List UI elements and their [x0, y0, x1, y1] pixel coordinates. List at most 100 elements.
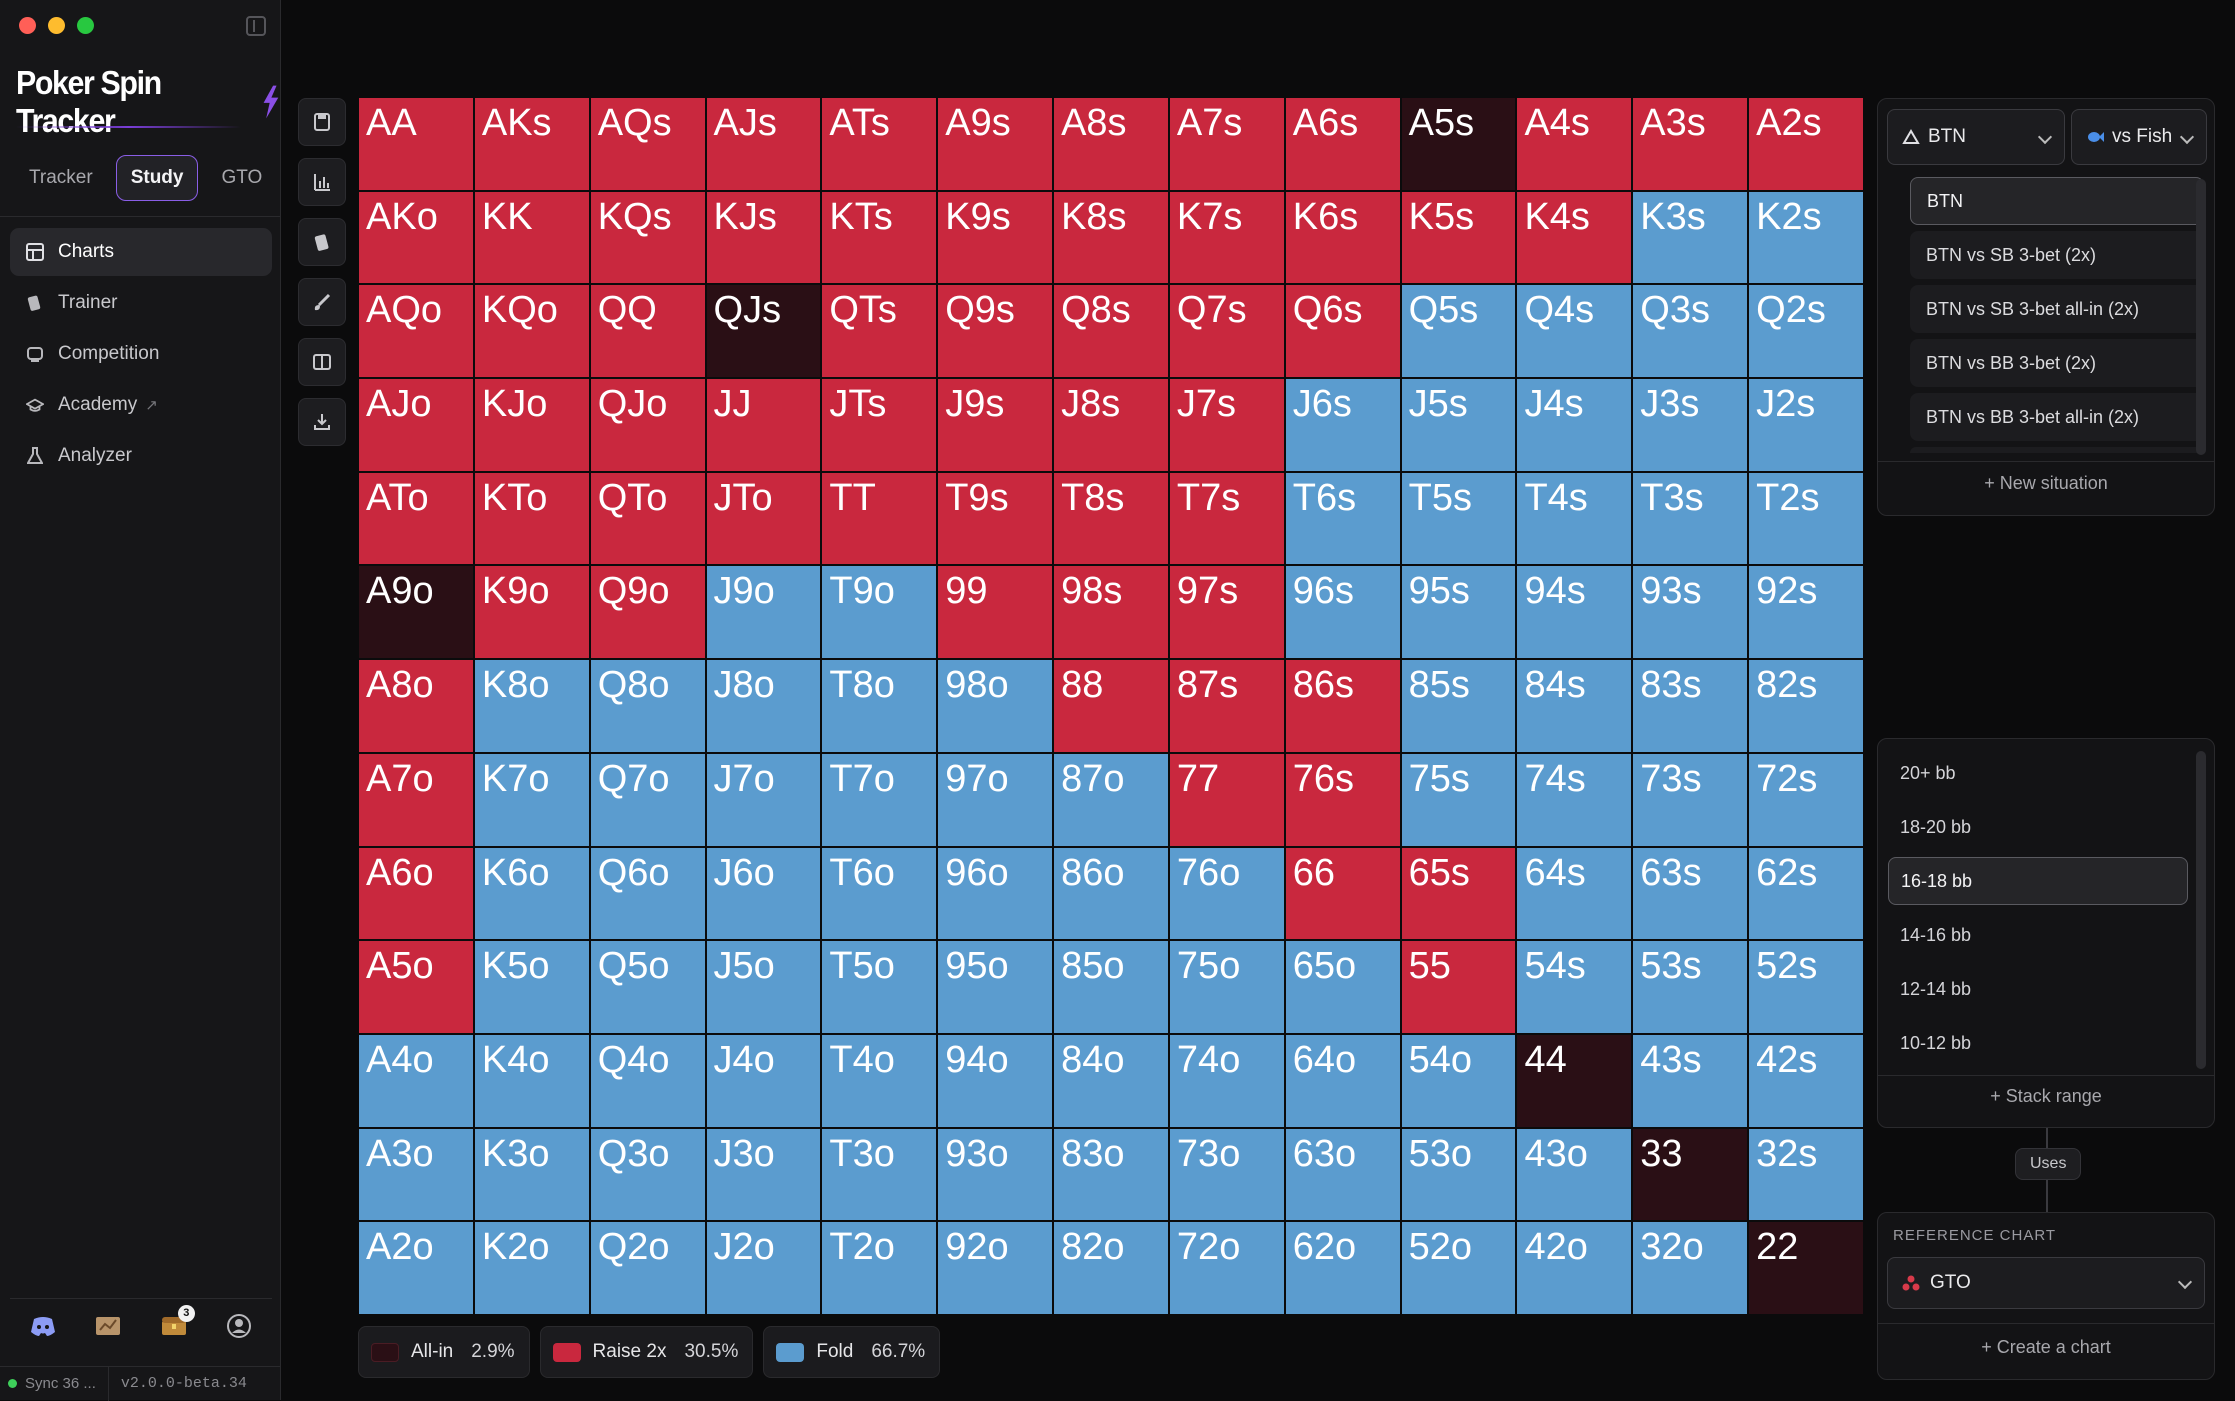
hand-cell[interactable]: T4s	[1517, 472, 1632, 565]
hand-cell[interactable]: Q4s	[1517, 285, 1632, 378]
hand-cell[interactable]: 73s	[1633, 753, 1748, 846]
close-window-button[interactable]	[19, 17, 36, 34]
hand-cell[interactable]: A6s	[1285, 98, 1400, 190]
hand-cell[interactable]: 42o	[1517, 1222, 1632, 1314]
hand-cell[interactable]: Q7o	[590, 753, 705, 846]
hand-cell[interactable]: J6s	[1285, 379, 1400, 471]
hand-cell[interactable]: 95o	[938, 941, 1053, 1033]
hand-cell[interactable]: A4o	[359, 1034, 473, 1127]
hand-cell[interactable]: 85s	[1401, 660, 1516, 752]
hand-cell[interactable]: 63o	[1285, 1128, 1400, 1221]
hand-cell[interactable]: AJo	[359, 379, 473, 471]
new-situation-button[interactable]: + New situation	[1984, 473, 2108, 493]
hand-cell[interactable]: K7o	[474, 753, 589, 846]
hand-cell[interactable]: 44	[1517, 1034, 1632, 1127]
hand-cell[interactable]: 93s	[1633, 566, 1748, 659]
hand-cell[interactable]: 94s	[1517, 566, 1632, 659]
hand-cell[interactable]: K2o	[474, 1222, 589, 1314]
sidebar-item-trainer[interactable]: Trainer	[10, 279, 272, 327]
hand-cell[interactable]: 93o	[938, 1128, 1053, 1221]
stats-button[interactable]	[298, 158, 346, 206]
hand-cell[interactable]: 75o	[1169, 941, 1284, 1033]
tab-gto[interactable]: GTO	[221, 167, 263, 188]
hand-cell[interactable]: J6o	[706, 847, 821, 940]
hand-cell[interactable]: 72s	[1749, 753, 1863, 846]
hand-cell[interactable]: A3s	[1633, 98, 1748, 190]
situation-item[interactable]: BTN vs BB 3-bet (2x)	[1910, 339, 2204, 387]
hand-cell[interactable]: A5o	[359, 941, 473, 1033]
hand-cell[interactable]: 74o	[1169, 1034, 1284, 1127]
hand-cell[interactable]: 64s	[1517, 847, 1632, 940]
hand-cell[interactable]: 83o	[1054, 1128, 1168, 1221]
minimize-window-button[interactable]	[48, 17, 65, 34]
tab-tracker[interactable]: Tracker	[29, 167, 93, 188]
hand-cell[interactable]: JTo	[706, 472, 821, 565]
hand-cell[interactable]: J4s	[1517, 379, 1632, 471]
hand-cell[interactable]: K3s	[1633, 191, 1748, 284]
export-button[interactable]	[298, 398, 346, 446]
hand-cell[interactable]: 87s	[1169, 660, 1284, 752]
hand-cell[interactable]: 97s	[1169, 566, 1284, 659]
hand-cell[interactable]: J7o	[706, 753, 821, 846]
hand-cell[interactable]: 62s	[1749, 847, 1863, 940]
hand-cell[interactable]: 98s	[1054, 566, 1168, 659]
hand-cell[interactable]: T3o	[822, 1128, 937, 1221]
hand-cell[interactable]: J2s	[1749, 379, 1863, 471]
hand-cell[interactable]: 99	[938, 566, 1053, 659]
stack-item[interactable]: 20+ bb	[1900, 762, 1956, 783]
hand-cell[interactable]: AKo	[359, 191, 473, 284]
hand-cell[interactable]: 72o	[1169, 1222, 1284, 1314]
discord-icon[interactable]	[28, 1311, 58, 1341]
hand-cell[interactable]: KTs	[822, 191, 937, 284]
hand-cell[interactable]: A8s	[1054, 98, 1168, 190]
hand-cell[interactable]: 86s	[1285, 660, 1400, 752]
hand-cell[interactable]: 54o	[1401, 1034, 1516, 1127]
hand-cell[interactable]: 92o	[938, 1222, 1053, 1314]
legend-raise[interactable]: Raise 2x 30.5%	[539, 1326, 754, 1378]
save-button[interactable]	[298, 98, 346, 146]
hand-cell[interactable]: K5o	[474, 941, 589, 1033]
hand-cell[interactable]: 87o	[1054, 753, 1168, 846]
stack-item[interactable]: 10-12 bb	[1900, 1032, 1972, 1053]
hand-cell[interactable]: T8s	[1054, 472, 1168, 565]
stack-range-button[interactable]: + Stack range	[1990, 1086, 2102, 1106]
hand-cell[interactable]: 95s	[1401, 566, 1516, 659]
stack-item[interactable]: 18-20 bb	[1900, 816, 1972, 837]
sidebar-item-analyzer[interactable]: Analyzer	[10, 432, 272, 480]
hand-cell[interactable]: AKs	[474, 98, 589, 190]
reference-chart-select[interactable]: GTO	[1887, 1257, 2205, 1309]
hand-cell[interactable]: J9o	[706, 566, 821, 659]
hand-cell[interactable]: T3s	[1633, 472, 1748, 565]
hand-cell[interactable]: QJo	[590, 379, 705, 471]
hand-cell[interactable]: J5o	[706, 941, 821, 1033]
hand-cell[interactable]: KK	[474, 191, 589, 284]
hand-cell[interactable]: K4o	[474, 1034, 589, 1127]
hand-cell[interactable]: 65s	[1401, 847, 1516, 940]
hand-cell[interactable]: KJo	[474, 379, 589, 471]
hand-cell[interactable]: J5s	[1401, 379, 1516, 471]
hand-cell[interactable]: K3o	[474, 1128, 589, 1221]
hand-cell[interactable]: K8s	[1054, 191, 1168, 284]
hand-cell[interactable]: KQs	[590, 191, 705, 284]
stack-item[interactable]: 14-16 bb	[1900, 924, 1972, 945]
user-icon[interactable]	[224, 1311, 254, 1341]
hand-cell[interactable]: 66	[1285, 847, 1400, 940]
hand-cell[interactable]: 52o	[1401, 1222, 1516, 1314]
hand-cell[interactable]: 76o	[1169, 847, 1284, 940]
hand-cell[interactable]: T7o	[822, 753, 937, 846]
hand-cell[interactable]: 53o	[1401, 1128, 1516, 1221]
hand-cell[interactable]: T9o	[822, 566, 937, 659]
legend-allin[interactable]: All-in 2.9%	[358, 1326, 530, 1378]
tab-study[interactable]: Study	[115, 155, 199, 201]
hand-cell[interactable]: J4o	[706, 1034, 821, 1127]
hand-cell[interactable]: 43s	[1633, 1034, 1748, 1127]
hand-cell[interactable]: Q3s	[1633, 285, 1748, 378]
hand-cell[interactable]: T9s	[938, 472, 1053, 565]
hand-cell[interactable]: 92s	[1749, 566, 1863, 659]
hand-cell[interactable]: Q8o	[590, 660, 705, 752]
hand-cell[interactable]: Q9o	[590, 566, 705, 659]
hand-cell[interactable]: Q8s	[1054, 285, 1168, 378]
hand-cell[interactable]: T8o	[822, 660, 937, 752]
stack-item[interactable]: 16-18 bb	[1888, 857, 2188, 905]
hand-cell[interactable]: K7s	[1169, 191, 1284, 284]
